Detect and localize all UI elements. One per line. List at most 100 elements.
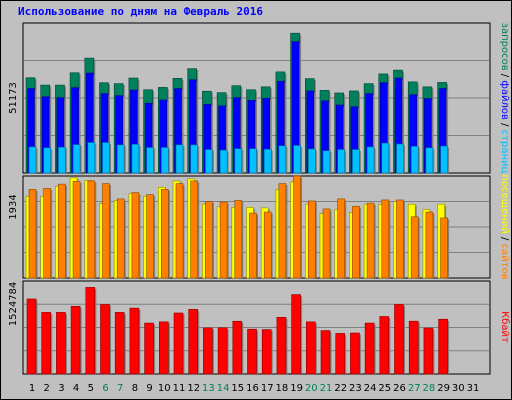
bar-pages-21: [322, 150, 331, 174]
bar-kbytes-5: [85, 287, 96, 375]
x-tick-label: 2: [44, 383, 50, 394]
bar-pages-19: [293, 145, 301, 174]
bar-sites-12: [190, 180, 198, 279]
chart-title: Использование по дням на Февраль 2016: [18, 5, 264, 18]
x-tick-label: 19: [290, 383, 303, 394]
bar-pages-22: [337, 149, 346, 174]
legend-entry: сайтов: [499, 244, 510, 280]
legend-entry: /: [499, 234, 510, 244]
bar-kbytes-4: [70, 305, 81, 375]
bar-sites-29: [440, 217, 448, 279]
bar-pages-28: [425, 147, 434, 174]
bar-sites-17: [263, 211, 272, 279]
legend-entry: Кбайт: [499, 311, 510, 343]
legend-entry: /: [499, 120, 510, 130]
bar-pages-5: [87, 142, 96, 174]
bar-sites-2: [43, 188, 52, 279]
x-tick-label: 3: [58, 383, 64, 394]
bar-pages-13: [205, 149, 213, 174]
x-tick-label: 26: [393, 383, 406, 394]
bar-pages-24: [366, 146, 375, 174]
bar-kbytes-18: [276, 316, 287, 375]
x-tick-label: 31: [467, 383, 480, 394]
bar-kbytes-8: [129, 307, 140, 375]
bar-sites-22: [337, 198, 346, 279]
x-tick-label: 11: [173, 383, 186, 394]
legend-entry: файлов: [499, 80, 510, 120]
bar-sites-14: [219, 201, 228, 279]
bar-pages-10: [161, 147, 169, 174]
bar-kbytes-12: [188, 309, 198, 375]
x-tick-label: 8: [132, 383, 138, 394]
x-tick-label: 24: [364, 383, 377, 394]
bar-pages-18: [278, 145, 287, 174]
bar-sites-26: [396, 199, 404, 279]
x-tick-label: 7: [117, 383, 123, 394]
bar-pages-7: [116, 144, 125, 174]
x-tick-label: 30: [452, 383, 465, 394]
bar-kbytes-19: [291, 294, 301, 375]
bar-kbytes-21: [320, 330, 331, 375]
bar-pages-14: [219, 149, 228, 174]
legend-entry: запросов: [499, 23, 510, 71]
bar-sites-8: [131, 192, 140, 279]
x-tick-label: 27: [408, 383, 421, 394]
max-label-bottom: 1524784: [8, 282, 19, 327]
bar-kbytes-15: [232, 320, 243, 375]
x-tick-label: 4: [73, 383, 79, 394]
bar-sites-6: [102, 183, 110, 279]
legend-kbytes: Кбайт: [499, 311, 510, 343]
bar-sites-11: [175, 183, 184, 279]
bar-pages-26: [396, 143, 404, 174]
bar-pages-8: [131, 143, 140, 174]
bar-pages-6: [102, 142, 110, 174]
x-tick-label: 15: [231, 383, 244, 394]
x-tick-label: 10: [158, 383, 171, 394]
x-tick-label: 6: [102, 383, 108, 394]
bar-kbytes-1: [26, 298, 37, 375]
bar-kbytes-2: [41, 312, 52, 375]
bar-kbytes-7: [114, 312, 125, 375]
bar-sites-20: [307, 200, 316, 279]
bar-pages-12: [190, 144, 198, 174]
bar-pages-15: [234, 148, 243, 174]
bar-sites-13: [205, 201, 213, 279]
x-tick-label: 5: [88, 383, 94, 394]
max-label-middle: 1934: [8, 194, 19, 219]
x-tick-label: 13: [202, 383, 215, 394]
x-tick-label: 16: [246, 383, 259, 394]
bar-pages-1: [28, 146, 37, 174]
legend-hits-files-pages: запросов / файлов / страниц: [499, 23, 510, 174]
bar-pages-16: [249, 148, 257, 174]
x-tick-label: 14: [217, 383, 230, 394]
legend-entry: /: [499, 71, 510, 81]
bar-pages-29: [440, 145, 448, 174]
bar-sites-19: [293, 175, 301, 279]
bar-kbytes-13: [203, 327, 213, 375]
x-axis-day-labels: 1 2 3 4 5 6 7 8 9 10 11 12 13 14 15 16 17 18 19 20 21 22 23 24 2…: [29, 383, 480, 394]
x-tick-label: 20: [305, 383, 318, 394]
bar-sites-9: [146, 194, 154, 279]
bar-pages-27: [410, 146, 419, 174]
bar-kbytes-25: [379, 316, 390, 375]
bar-sites-21: [322, 208, 331, 279]
x-tick-label: 25: [378, 383, 391, 394]
x-tick-label: 22: [334, 383, 347, 394]
bar-sites-27: [410, 216, 419, 279]
bar-kbytes-27: [408, 320, 419, 375]
bar-sites-10: [161, 189, 169, 279]
x-tick-label: 21: [320, 383, 333, 394]
bar-kbytes-6: [100, 304, 110, 375]
bar-sites-1: [28, 189, 37, 279]
bar-pages-23: [352, 149, 360, 174]
bar-pages-4: [72, 144, 81, 174]
bar-pages-20: [307, 148, 316, 174]
legend-entry: страниц: [499, 130, 510, 174]
bar-kbytes-28: [423, 327, 434, 375]
bar-kbytes-9: [144, 322, 154, 375]
bar-kbytes-10: [159, 321, 169, 375]
bar-kbytes-16: [247, 328, 257, 375]
x-tick-label: 18: [276, 383, 289, 394]
x-tick-label: 28: [423, 383, 436, 394]
